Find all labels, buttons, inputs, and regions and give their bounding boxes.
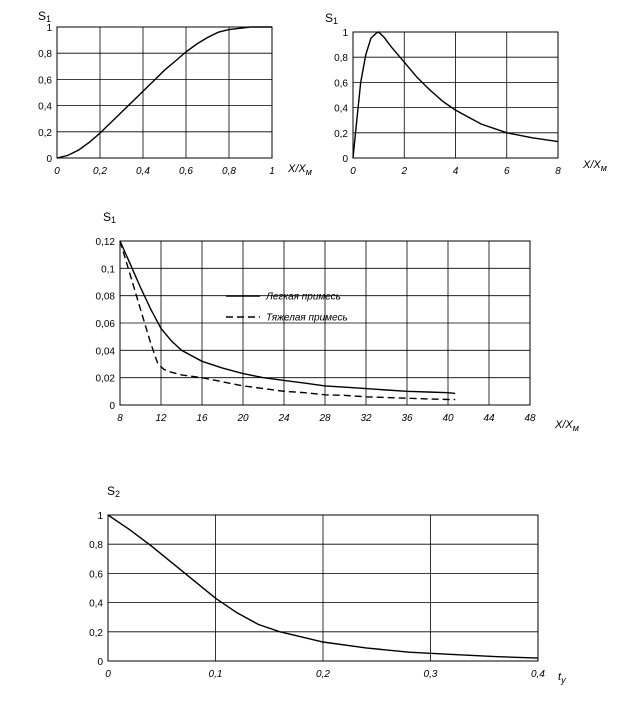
plot-frame — [107, 514, 539, 662]
x-tick-label: 0 — [54, 166, 60, 177]
x-tick-label: 2 — [400, 166, 407, 177]
y-tick-label: 0,8 — [334, 53, 348, 64]
chart-3: 8 12 16 20 24 28 32 36 40 44 48 0 0,02 0,04 0,06 0,08 0,… — [96, 210, 579, 433]
y-tick-label: 0,6 — [38, 75, 52, 86]
x-tick-label: 8 — [555, 166, 561, 177]
y-tick-label: 0 — [97, 657, 103, 668]
x-tick-label: 24 — [277, 413, 290, 424]
y-tick-label: 0,1 — [101, 264, 115, 275]
series-line-1 — [119, 240, 456, 395]
y-tick-label: 1 — [46, 23, 52, 34]
x-tick-label: 0,3 — [424, 669, 438, 680]
y-tick-label: 0,06 — [96, 319, 116, 330]
x-tick-label: 12 — [155, 413, 167, 424]
x-tick-label: 4 — [453, 166, 459, 177]
x-tick-label: 36 — [401, 413, 413, 424]
x-axis-label: tу — [558, 671, 566, 685]
y-tick-label: 0,6 — [89, 569, 103, 580]
y-tick-label: 0,4 — [334, 104, 348, 115]
y-tick-label: 0 — [342, 154, 348, 165]
x-axis-label-sub: м — [573, 423, 579, 433]
x-axis-label: X/Xм — [554, 419, 579, 433]
x-tick-label: 32 — [360, 413, 372, 424]
x-tick-label: 44 — [483, 413, 495, 424]
y-tick-label: 0,4 — [38, 102, 52, 113]
y-axis-label: S1 — [103, 210, 116, 225]
y-tick-label: 0,8 — [89, 540, 103, 551]
x-tick-label: 0,2 — [93, 166, 107, 177]
y-tick-label: 0,2 — [38, 128, 52, 139]
y-axis-label-sub: 1 — [46, 14, 51, 24]
x-tick-label: 1 — [269, 166, 275, 177]
y-tick-label: 0 — [46, 154, 52, 165]
x-tick-label: 6 — [504, 166, 510, 177]
y-axis-label: S1 — [325, 11, 338, 26]
y-tick-label: 0,2 — [334, 129, 348, 140]
y-tick-label: 0,4 — [89, 599, 103, 610]
legend-label: Тяжелая примесь — [266, 313, 348, 324]
y-tick-label: 1 — [97, 511, 103, 522]
x-tick-label: 28 — [318, 413, 331, 424]
y-tick-label: 0 — [109, 401, 115, 412]
x-axis-label: X/Xм — [287, 163, 312, 177]
y-axis-label-sub: 1 — [333, 16, 338, 26]
x-axis-label-sub: у — [560, 675, 566, 685]
x-tick-label: 0,2 — [316, 669, 330, 680]
y-axis-label-sub: 2 — [115, 489, 120, 499]
x-tick-label: 0,1 — [209, 669, 223, 680]
y-axis-label: S1 — [38, 9, 51, 24]
y-tick-label: 0,02 — [96, 374, 116, 385]
plot-frame — [119, 240, 531, 406]
x-tick-label: 0,4 — [531, 669, 545, 680]
y-tick-label: 0,12 — [96, 237, 116, 248]
x-axis-label: X/Xм — [582, 159, 607, 173]
x-tick-label: 16 — [196, 413, 208, 424]
x-tick-label: 0,6 — [179, 166, 193, 177]
x-tick-label: 48 — [524, 413, 536, 424]
x-tick-label: 0,4 — [136, 166, 150, 177]
plot-frame — [56, 26, 273, 159]
y-tick-label: 0,04 — [96, 346, 116, 357]
series-line-1 — [352, 31, 559, 159]
y-axis-label: S2 — [107, 484, 120, 499]
x-tick-label: 0,8 — [222, 166, 236, 177]
chart-4: 0 0,1 0,2 0,3 0,4 0 0,2 0,4 0,6 0,8 1 S2 tу — [89, 484, 566, 685]
series-line-1 — [107, 514, 539, 659]
legend: Легкая примесь Тяжелая примесь — [226, 292, 348, 324]
legend-label: Легкая примесь — [265, 292, 341, 303]
x-tick-label: 0 — [350, 166, 356, 177]
y-tick-label: 0,08 — [96, 292, 116, 303]
y-tick-label: 1 — [342, 28, 348, 39]
y-tick-label: 0,6 — [334, 78, 348, 89]
y-tick-label: 0,8 — [38, 49, 52, 60]
y-tick-label: 0,2 — [89, 628, 103, 639]
x-tick-label: 8 — [117, 413, 123, 424]
x-tick-label: 40 — [442, 413, 454, 424]
x-axis-label-sub: м — [601, 163, 607, 173]
plot-frame — [352, 31, 559, 159]
x-axis-label-sub: м — [306, 167, 312, 177]
x-tick-label: 20 — [236, 413, 249, 424]
x-tick-label: 0 — [105, 669, 111, 680]
series-line-1 — [56, 26, 272, 159]
y-axis-label-sub: 1 — [111, 215, 116, 225]
